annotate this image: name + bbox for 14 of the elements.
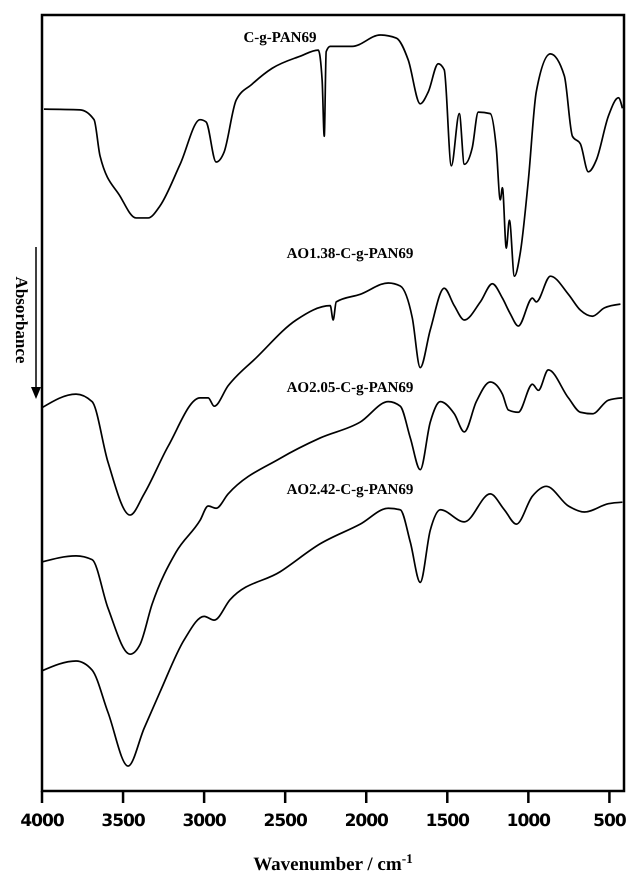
x-tick-label: 3000	[182, 811, 227, 831]
y-axis-title: Absorbance	[12, 276, 31, 364]
series-label: C-g-PAN69	[243, 30, 317, 46]
x-axis-title: Wavenumber / cm$^{-1}$	[253, 850, 413, 875]
x-tick-label: 2000	[344, 811, 390, 831]
x-tick-label: 2500	[264, 811, 308, 831]
series-label: AO1.38-C-g-PAN69	[286, 246, 414, 262]
series-label: AO2.05-C-g-PAN69	[286, 380, 414, 396]
x-tick-label: 1500	[426, 811, 470, 831]
x-tick-label: 3500	[101, 811, 146, 831]
series-label: AO2.42-C-g-PAN69	[286, 482, 414, 498]
x-tick-label: 1000	[506, 811, 552, 831]
x-tick-label: 4000	[20, 811, 65, 831]
x-tick-label: 500	[593, 811, 627, 831]
